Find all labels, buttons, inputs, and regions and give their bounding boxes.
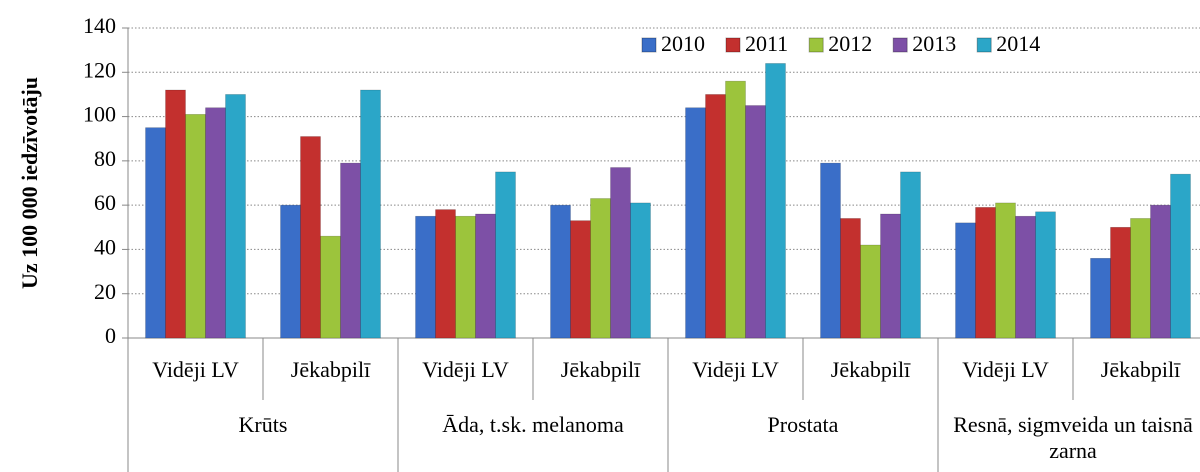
legend-swatch [725, 37, 741, 53]
bar [1130, 218, 1151, 339]
bar [820, 162, 841, 339]
bar [610, 167, 631, 339]
bar [320, 235, 341, 339]
bar [570, 220, 591, 339]
bar [1015, 215, 1036, 339]
bar [550, 204, 571, 339]
bar [475, 213, 496, 339]
bar [900, 171, 921, 339]
bar [185, 114, 206, 339]
y-tick-label: 40 [94, 234, 116, 259]
group-label: Resnā, sigmveida un taisnā zarna [953, 412, 1193, 463]
bar [205, 107, 226, 339]
bar [1170, 173, 1191, 339]
bar [1035, 211, 1056, 339]
group-label: Krūts [238, 412, 288, 437]
legend-swatch [976, 37, 992, 53]
bar [225, 94, 246, 339]
bar [705, 94, 726, 339]
legend-swatch [808, 37, 824, 53]
y-tick-label: 0 [105, 323, 116, 348]
bar [145, 127, 166, 339]
legend-label: 2013 [912, 31, 956, 56]
bar [165, 89, 186, 339]
bar [340, 162, 361, 339]
legend-label: 2012 [828, 31, 872, 56]
bar [765, 63, 786, 339]
bar [995, 202, 1016, 339]
bar [685, 107, 706, 339]
x-tick-label: Jēkabpilī [561, 357, 641, 382]
x-tick-label: Jēkabpilī [1101, 357, 1181, 382]
legend-swatch [892, 37, 908, 53]
bar [435, 209, 456, 339]
bar [495, 171, 516, 339]
x-tick-label: Jēkabpilī [291, 357, 371, 382]
legend-label: 2011 [745, 31, 788, 56]
bar [360, 89, 381, 339]
legend-swatch [641, 37, 657, 53]
group-label: Prostata [767, 412, 839, 437]
y-axis-label: Uz 100 000 iedzīvotāju [17, 77, 42, 289]
x-tick-label: Vidēji LV [692, 357, 779, 382]
legend-label: 2010 [661, 31, 705, 56]
y-tick-label: 80 [94, 146, 116, 171]
bar [590, 198, 611, 339]
bar [415, 215, 436, 339]
bar [300, 136, 321, 339]
bar [725, 80, 746, 339]
x-tick-label: Vidēji LV [962, 357, 1049, 382]
bar [1150, 204, 1171, 339]
bar [975, 207, 996, 339]
x-tick-label: Vidēji LV [152, 357, 239, 382]
bar [1110, 226, 1131, 339]
x-tick-label: Vidēji LV [422, 357, 509, 382]
group-label: Āda, t.sk. melanoma [442, 412, 624, 437]
bar [745, 105, 766, 339]
bar [955, 222, 976, 339]
y-tick-label: 100 [83, 102, 116, 127]
bar [880, 213, 901, 339]
bar [1090, 257, 1111, 339]
legend-label: 2014 [996, 31, 1040, 56]
y-tick-label: 120 [83, 57, 116, 82]
bar [630, 202, 651, 339]
bar [455, 215, 476, 339]
y-tick-label: 140 [83, 13, 116, 38]
y-tick-label: 20 [94, 279, 116, 304]
y-tick-label: 60 [94, 190, 116, 215]
bar [840, 218, 861, 339]
x-tick-label: Jēkabpilī [831, 357, 911, 382]
bar [280, 204, 301, 339]
bar [860, 244, 881, 339]
